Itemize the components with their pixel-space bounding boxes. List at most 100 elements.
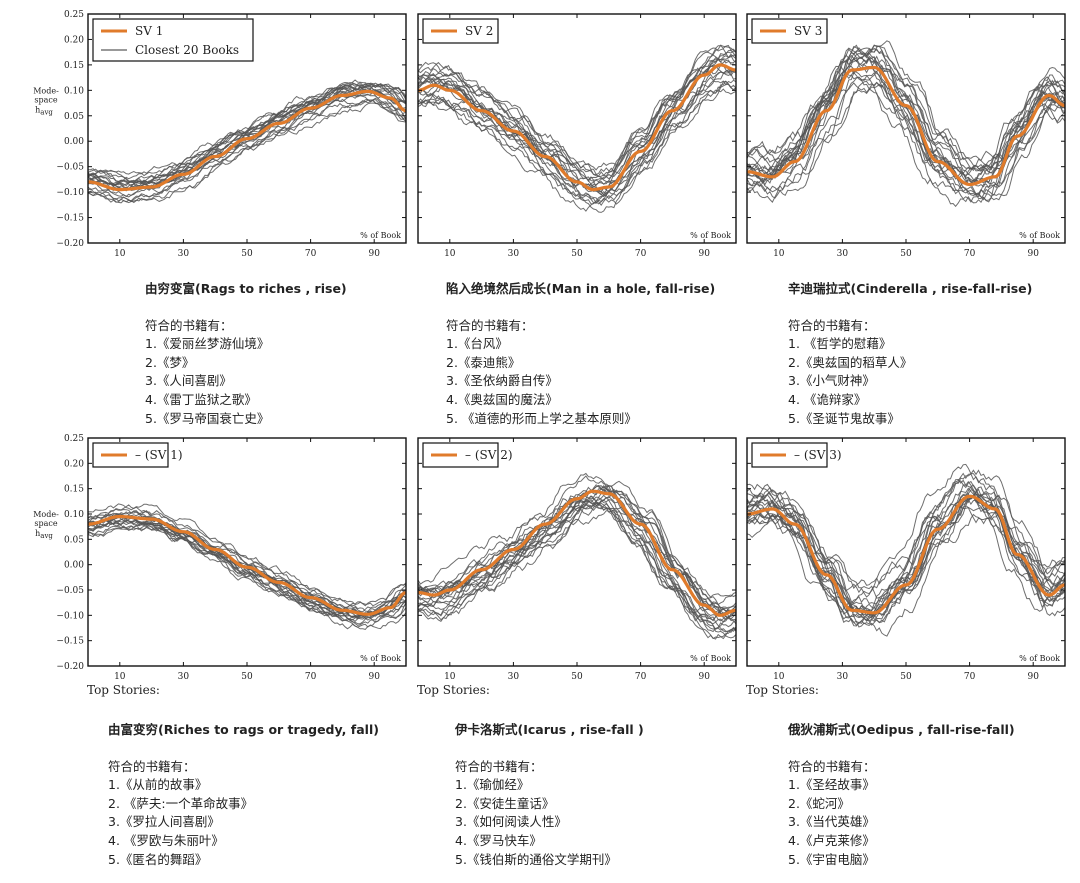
y-tick-label: 0.00	[64, 561, 84, 571]
book-line	[88, 85, 406, 186]
x-tick-label: 10	[444, 249, 456, 259]
caption-title: 陷入绝境然后成长(Man in a hole, fall-rise)	[446, 281, 716, 296]
book-line	[747, 488, 1065, 617]
book-item: 5.《罗马帝国衰亡史》	[145, 410, 270, 426]
chart-panel-neg_sv1: 10 30 50 70 90 −0.20 −0.15 −0.10 −0.05 0.00 0.05 0.…	[33, 434, 407, 697]
chart-panel-neg_sv3: 10 30 50 70 90 % of Book – (SV 3) Top Stories:	[746, 437, 1066, 697]
book-item: 1.《台风》	[446, 336, 508, 352]
book-item: 1.《爱丽丝梦游仙境》	[145, 336, 270, 352]
book-line	[88, 83, 406, 187]
plot-area	[418, 14, 736, 243]
legend-box	[422, 442, 499, 468]
caption-oedipus: 俄狄浦斯式(Oedipus , fall-rise-fall) 符合的书籍有： …	[788, 721, 1015, 869]
chart-panel-sv3: 10 30 50 70 90 % of Book SV 3	[746, 13, 1066, 259]
y-tick-label: −0.15	[56, 214, 84, 224]
book-line	[747, 44, 1065, 172]
caption-list-intro: 符合的书籍有：	[145, 317, 233, 333]
legend-box	[751, 18, 828, 44]
y-tick-label: −0.10	[56, 611, 84, 621]
y-tick-label: 0.10	[64, 86, 84, 96]
x-tick-label: 90	[698, 672, 710, 682]
book-item: 5. 《道德的形而上学之基本原则》	[446, 410, 637, 426]
caption-list-intro: 符合的书籍有：	[446, 317, 534, 333]
book-item: 2.《梦》	[145, 354, 195, 370]
book-line	[88, 516, 406, 623]
x-tick-label: 30	[508, 672, 520, 682]
book-line	[418, 88, 736, 212]
x-tick-label: 10	[773, 249, 785, 259]
top-stories-label: Top Stories:	[746, 683, 819, 697]
book-item: 4.《雷丁监狱之歌》	[145, 391, 257, 407]
plot-lines	[747, 40, 1065, 208]
book-item: 4. 《诡辩家》	[788, 391, 867, 407]
book-line	[88, 82, 406, 186]
y-axis-title: Mode-	[33, 86, 59, 95]
book-line	[418, 47, 736, 183]
y-axis-title: havg	[35, 529, 53, 540]
x-tick-label: 50	[241, 672, 253, 682]
plot-area	[418, 438, 736, 666]
y-tick-label: 0.10	[64, 510, 84, 520]
x-tick-label: 10	[773, 672, 785, 682]
x-tick-label: 10	[444, 672, 456, 682]
book-item: 3.《如何阅读人性》	[455, 814, 567, 830]
book-item: 3.《罗拉人间喜剧》	[108, 814, 220, 830]
x-tick-label: 50	[900, 249, 912, 259]
x-tick-label: 50	[571, 672, 583, 682]
book-item: 4.《卢克莱修》	[788, 832, 875, 848]
x-tick-label: 30	[178, 672, 190, 682]
x-tick-label: 30	[508, 249, 520, 259]
y-tick-label: 0.20	[64, 35, 84, 45]
book-item: 3.《圣依纳爵自传》	[446, 373, 558, 389]
book-line	[88, 79, 406, 177]
x-axis-title: % of Book	[1019, 654, 1060, 663]
book-item: 1.《从前的故事》	[108, 777, 208, 793]
book-line	[747, 55, 1065, 185]
book-item: 3.《当代英雄》	[788, 814, 875, 830]
mean-curve-sv2	[418, 63, 736, 192]
caption-cinderella: 辛迪瑞拉式(Cinderella , rise-fall-rise) 符合的书籍…	[788, 280, 1032, 428]
x-tick-label: 50	[900, 672, 912, 682]
x-tick-label: 70	[964, 249, 976, 259]
book-item: 2. 《萨夫:一个革命故事》	[108, 795, 254, 811]
caption-list-intro: 符合的书籍有：	[788, 758, 876, 774]
legend-box	[92, 18, 254, 62]
book-line	[88, 525, 406, 630]
book-line	[418, 488, 736, 612]
book-item: 1.《圣经故事》	[788, 777, 875, 793]
book-line	[88, 97, 406, 204]
caption-title: 俄狄浦斯式(Oedipus , fall-rise-fall)	[788, 722, 1015, 737]
book-line	[418, 52, 736, 193]
caption-riches-to-rags: 由富变穷(Riches to rags or tragedy, fall) 符合…	[108, 721, 379, 869]
caption-rags-to-riches: 由穷变富(Rags to riches , rise) 符合的书籍有： 1.《爱…	[145, 280, 347, 428]
legend-label: – (SV 3)	[794, 448, 842, 462]
book-line	[418, 485, 736, 611]
mean-curve-neg_sv3	[747, 494, 1065, 615]
book-line	[747, 52, 1065, 186]
y-tick-label: −0.20	[56, 239, 84, 249]
legend-label: – (SV 2)	[465, 448, 513, 462]
y-axis-title: space	[34, 95, 57, 104]
x-tick-label: 90	[1027, 249, 1039, 259]
y-axis-title: space	[34, 519, 57, 528]
book-line	[88, 510, 406, 617]
book-line	[418, 49, 736, 178]
y-tick-label: 0.15	[64, 61, 84, 71]
x-tick-label: 30	[178, 249, 190, 259]
legend-label: – (SV 1)	[135, 448, 183, 462]
caption-icarus: 伊卡洛斯式(Icarus , rise-fall ) 符合的书籍有： 1.《瑜伽…	[455, 721, 644, 869]
book-line	[88, 83, 406, 184]
book-item: 2.《蛇河》	[788, 795, 850, 811]
mean-curve-sv1	[88, 89, 406, 192]
chart-panel-neg_sv2: 10 30 50 70 90 % of Book – (SV 2) Top Stories:	[417, 437, 737, 697]
x-tick-label: 10	[114, 672, 126, 682]
plot-lines	[88, 503, 406, 630]
book-line	[747, 52, 1065, 192]
book-line	[747, 463, 1065, 598]
book-item: 1. 《哲学的慰藉》	[788, 336, 892, 352]
x-axis-title: % of Book	[690, 654, 731, 663]
y-tick-label: 0.15	[64, 485, 84, 495]
mean-curve-neg_sv2	[418, 489, 736, 617]
x-axis-title: % of Book	[360, 231, 401, 240]
